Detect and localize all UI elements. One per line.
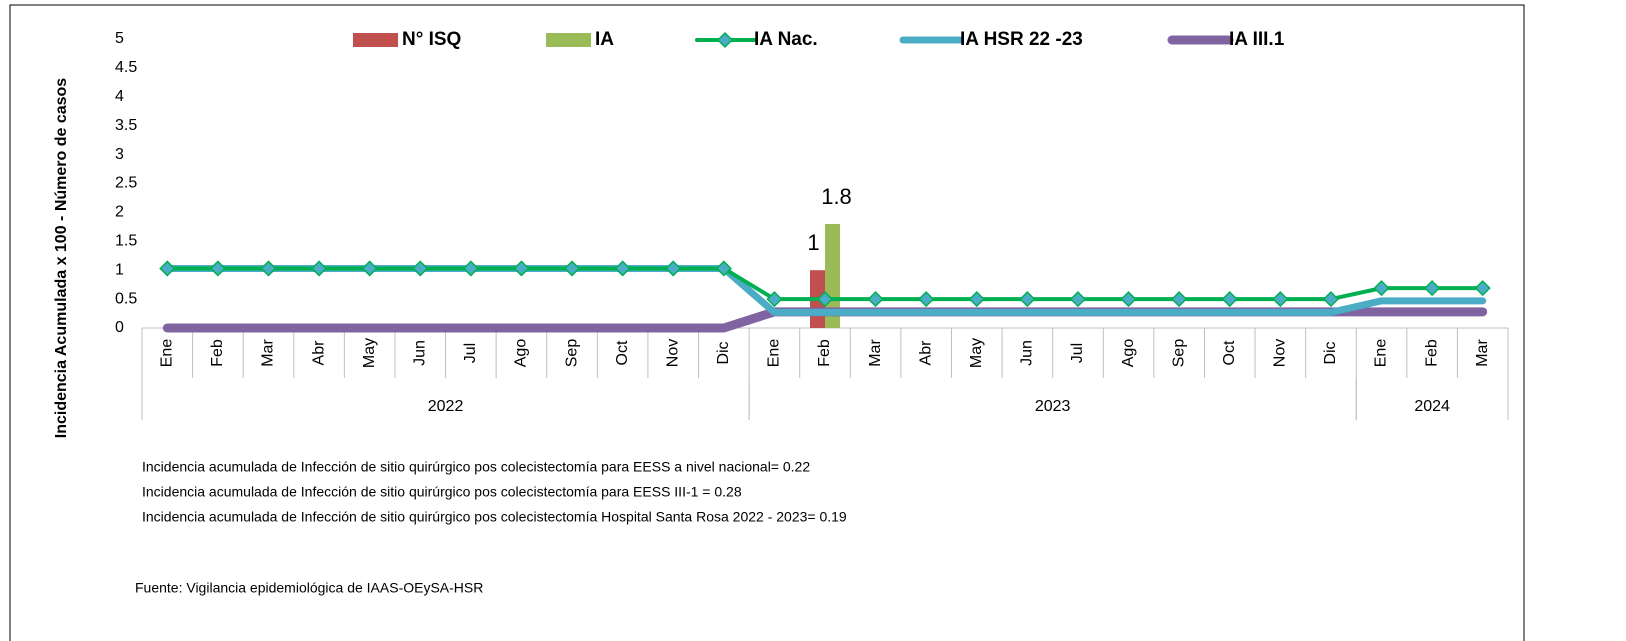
x-tick-label: Sep — [563, 339, 580, 368]
x-tick-label: Mar — [1474, 339, 1491, 367]
group-label: 2024 — [1414, 398, 1450, 415]
data-label: 1.8 — [821, 184, 852, 209]
marker — [209, 260, 226, 277]
y-tick-label: 1.5 — [115, 233, 137, 250]
x-tick-label: Feb — [816, 339, 833, 367]
x-tick-label: Feb — [209, 339, 226, 367]
x-tick-label: Mar — [260, 339, 277, 367]
marker — [260, 260, 277, 277]
legend-label: IA III.1 — [1229, 29, 1285, 50]
y-tick-label: 1 — [115, 261, 124, 278]
x-tick-label: Mar — [867, 339, 884, 367]
note: Incidencia acumulada de Infección de sit… — [142, 459, 810, 475]
x-tick-label: Dic — [1322, 341, 1339, 364]
x-tick-label: Abr — [917, 340, 934, 366]
x-tick-label: Jun — [411, 340, 428, 366]
x-tick-label: Jul — [462, 343, 479, 363]
legend-swatch — [546, 33, 591, 47]
marker — [563, 260, 581, 277]
x-tick-label: Ene — [1373, 339, 1390, 368]
note: Incidencia acumulada de Infección de sit… — [142, 484, 742, 500]
y-tick-label: 2.5 — [115, 175, 137, 192]
x-tick-label: May — [968, 338, 985, 368]
marker — [1373, 280, 1390, 297]
marker — [1474, 280, 1491, 297]
chart-frame — [9, 4, 1525, 641]
x-tick-label: Ene — [766, 339, 783, 368]
marker — [462, 260, 479, 277]
x-tick-label: Oct — [1221, 340, 1238, 365]
data-label: 1 — [807, 230, 819, 255]
group-label: 2023 — [1035, 398, 1071, 415]
marker — [1424, 280, 1441, 297]
x-tick-label: Ago — [513, 339, 530, 368]
x-tick-label: Jun — [1019, 340, 1036, 366]
y-axis-label: Incidencia Acumulada x 100 - Número de c… — [53, 78, 70, 439]
x-tick-label: May — [361, 338, 378, 368]
marker — [311, 260, 328, 277]
marker — [1221, 291, 1238, 308]
y-tick-label: 4 — [115, 88, 124, 105]
x-tick-label: Jul — [1069, 343, 1086, 363]
group-label: 2022 — [428, 398, 464, 415]
x-tick-label: Ene — [159, 339, 176, 368]
legend-label: IA — [595, 29, 614, 50]
marker — [159, 260, 176, 277]
marker — [766, 291, 783, 308]
marker — [1069, 291, 1087, 308]
x-tick-label: Ago — [1120, 339, 1137, 368]
legend-label: IA HSR 22 -23 — [960, 29, 1083, 50]
source: Fuente: Vigilancia epidemiológica de IAA… — [135, 580, 483, 596]
marker — [614, 260, 631, 277]
marker — [1272, 291, 1289, 308]
x-tick-label: Nov — [1272, 339, 1289, 367]
note: Incidencia acumulada de Infección de sit… — [142, 509, 847, 525]
y-tick-label: 0 — [115, 319, 124, 336]
y-tick-label: 3 — [115, 146, 124, 163]
x-tick-label: Oct — [614, 340, 631, 365]
y-tick-label: 0.5 — [115, 290, 137, 307]
marker — [816, 291, 834, 308]
marker — [665, 260, 682, 277]
legend-label: IA Nac. — [754, 29, 818, 50]
y-tick-label: 4.5 — [115, 59, 137, 76]
x-tick-label: Feb — [1423, 339, 1440, 367]
x-tick-label: Dic — [715, 341, 732, 364]
marker — [1019, 291, 1036, 308]
marker — [867, 291, 884, 308]
y-tick-label: 3.5 — [115, 117, 137, 134]
marker — [968, 291, 985, 308]
x-tick-label: Abr — [310, 340, 327, 366]
marker — [1322, 291, 1339, 308]
y-tick-label: 2 — [115, 204, 124, 221]
y-tick-label: 5 — [115, 30, 124, 47]
marker — [412, 260, 429, 277]
marker — [715, 260, 732, 277]
marker — [361, 260, 378, 277]
marker — [918, 291, 935, 308]
marker — [513, 260, 530, 277]
marker — [1171, 291, 1188, 308]
legend-swatch — [353, 33, 398, 47]
legend-marker — [716, 31, 734, 49]
marker — [1120, 291, 1137, 308]
x-tick-label: Sep — [1170, 339, 1187, 368]
legend-label: N° ISQ — [402, 29, 461, 50]
x-tick-label: Nov — [664, 339, 681, 367]
